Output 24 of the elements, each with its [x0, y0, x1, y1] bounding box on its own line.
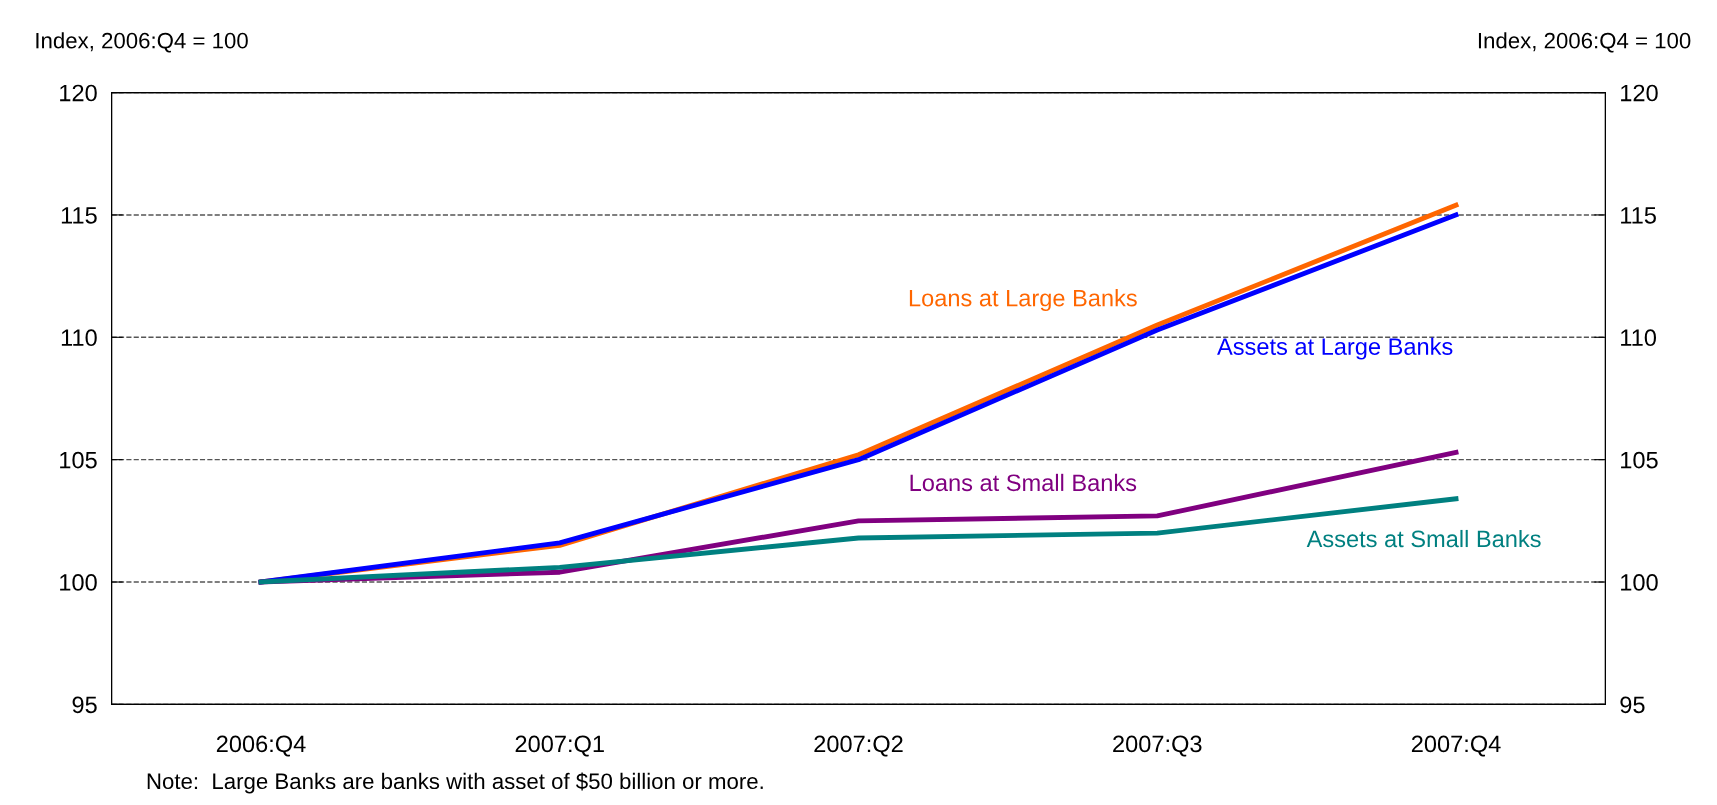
x-tick-label: 2007:Q1: [515, 735, 604, 757]
y2-tick-label: 95: [1620, 696, 1645, 714]
y2-tick-label: 120: [1621, 84, 1658, 102]
x-tick-label: 2006:Q4: [216, 735, 306, 757]
series-label: Assets at Large Banks: [1217, 337, 1453, 360]
series-label: Loans at Small Banks: [910, 473, 1137, 492]
series-label: Loans at Large Banks: [909, 289, 1137, 312]
x-tick-label: 2007:Q2: [814, 735, 903, 757]
text: Note: Large Banks are banks with asset of $50 billion or more.: [147, 772, 763, 794]
y-tick-label: 110: [61, 329, 97, 347]
x-tick-label: 2007:Q4: [1411, 735, 1501, 757]
y-tick-label: 105: [60, 451, 97, 469]
y-tick-label: 120: [60, 84, 97, 102]
y-tick-label: 115: [61, 207, 97, 224]
y-tick-label: 95: [72, 696, 97, 714]
x-tick-label: 2007:Q3: [1113, 735, 1202, 757]
y2-tick-label: 110: [1621, 329, 1657, 347]
y-tick-label: 100: [60, 574, 97, 591]
series-label: Assets at Small Banks: [1306, 529, 1541, 548]
y2-tick-label: 105: [1621, 451, 1658, 469]
y-axis-title: Index, 2006:Q4 = 100: [36, 32, 248, 53]
y2-axis-title: Index, 2006:Q4 = 100: [1478, 32, 1691, 53]
y2-tick-label: 115: [1621, 207, 1656, 224]
y2-tick-label: 100: [1621, 574, 1658, 591]
